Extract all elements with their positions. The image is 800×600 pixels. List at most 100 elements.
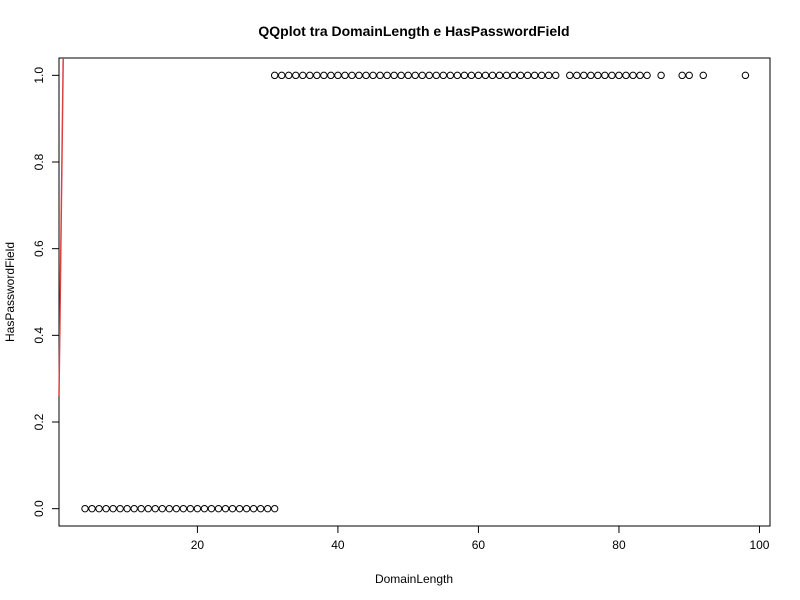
data-point [629, 71, 637, 80]
data-point [179, 504, 188, 513]
data-point [573, 71, 581, 80]
data-point [601, 71, 609, 80]
data-point [439, 71, 448, 80]
data-point [608, 71, 616, 80]
data-point [334, 71, 342, 80]
x-tick-label: 60 [472, 538, 486, 552]
data-point [411, 71, 419, 80]
y-tick-label: 0.6 [32, 240, 46, 257]
data-points [81, 71, 750, 513]
data-point [587, 71, 595, 80]
x-tick-label: 100 [749, 538, 769, 552]
data-point [221, 504, 230, 513]
data-point [256, 504, 265, 513]
data-point [299, 71, 307, 80]
y-axis: 0.0 0.2 0.4 0.6 0.8 1.0 [32, 67, 59, 517]
data-point [81, 504, 89, 513]
data-point [109, 504, 117, 513]
data-point [397, 71, 405, 80]
data-point [270, 504, 279, 513]
data-point [537, 71, 546, 80]
data-point [544, 71, 553, 80]
data-point [320, 71, 328, 80]
data-point [566, 71, 574, 80]
data-point [137, 504, 145, 513]
data-point [446, 71, 455, 80]
data-point [158, 504, 166, 513]
data-point [580, 71, 588, 80]
data-point [404, 71, 412, 80]
data-point [327, 71, 335, 80]
data-point [678, 71, 686, 80]
data-point [488, 71, 497, 80]
data-point [516, 71, 525, 80]
data-point [530, 71, 539, 80]
x-tick-label: 80 [612, 538, 626, 552]
data-point [249, 504, 258, 513]
chart-title: QQplot tra DomainLength e HasPasswordFie… [258, 23, 569, 39]
data-point [193, 504, 202, 513]
data-point [102, 504, 110, 513]
data-point [151, 504, 159, 513]
data-point [362, 71, 370, 80]
x-axis-label: DomainLength [375, 572, 453, 586]
data-point [355, 71, 363, 80]
data-point [116, 504, 124, 513]
data-point [186, 504, 195, 513]
y-tick-label: 0.4 [32, 327, 46, 344]
data-point [418, 71, 426, 80]
data-point [278, 71, 286, 80]
data-point [165, 504, 174, 513]
data-point [242, 504, 251, 513]
data-point [643, 71, 651, 80]
data-point [502, 71, 511, 80]
data-point [200, 504, 209, 513]
data-point [214, 504, 223, 513]
y-tick-label: 0.0 [32, 500, 46, 517]
data-point [376, 71, 384, 80]
data-point [95, 504, 103, 513]
data-point [270, 71, 279, 80]
data-point [467, 71, 476, 80]
data-point [228, 504, 237, 513]
data-point [495, 71, 504, 80]
data-point [425, 71, 433, 80]
y-tick-label: 0.8 [32, 153, 46, 170]
data-point [88, 504, 96, 513]
data-point [657, 71, 665, 80]
data-point [453, 71, 462, 80]
data-point [699, 71, 707, 80]
data-point [509, 71, 518, 80]
data-point [460, 71, 469, 80]
data-point [130, 504, 138, 513]
data-point [306, 71, 314, 80]
data-point [313, 71, 321, 80]
data-point [348, 71, 356, 80]
data-point [481, 71, 490, 80]
y-axis-label: HasPasswordField [3, 242, 17, 342]
data-point [172, 504, 181, 513]
data-point [235, 504, 244, 513]
data-point [341, 71, 349, 80]
data-point [144, 504, 152, 513]
data-point [474, 71, 483, 80]
data-point [636, 71, 644, 80]
data-point [594, 71, 602, 80]
data-point [207, 504, 216, 513]
data-point [285, 71, 293, 80]
data-point [390, 71, 398, 80]
reference-line-group [58, 57, 64, 397]
data-point [685, 71, 693, 80]
data-point [263, 504, 272, 513]
data-point [615, 71, 623, 80]
data-point [123, 504, 131, 513]
y-tick-label: 0.2 [32, 413, 46, 430]
data-point [383, 71, 391, 80]
data-point [741, 71, 750, 80]
data-point [292, 71, 300, 80]
reference-line [58, 57, 64, 397]
y-tick-label: 1.0 [32, 67, 46, 84]
data-point [432, 71, 440, 80]
data-point [622, 71, 630, 80]
